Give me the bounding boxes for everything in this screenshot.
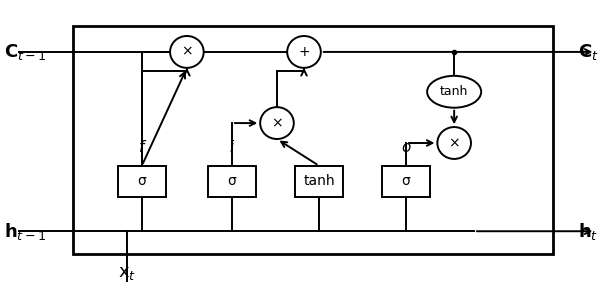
Text: f: f	[139, 140, 144, 155]
Bar	[118, 166, 166, 197]
Text: h$_{t-1}$: h$_{t-1}$	[4, 221, 46, 242]
Text: h$_t$: h$_t$	[578, 221, 598, 242]
Bar	[382, 166, 430, 197]
Text: ×: ×	[448, 136, 460, 150]
Text: o: o	[402, 140, 411, 155]
Text: x$_t$: x$_t$	[118, 265, 136, 283]
Ellipse shape	[427, 76, 481, 108]
Text: +: +	[298, 45, 310, 59]
Text: σ: σ	[228, 174, 237, 188]
Circle shape	[437, 127, 471, 159]
Text: ×: ×	[271, 116, 283, 130]
Circle shape	[287, 36, 321, 68]
Text: i: i	[230, 140, 234, 155]
Text: tanh: tanh	[440, 85, 468, 98]
Circle shape	[260, 107, 294, 139]
Bar	[295, 166, 343, 197]
Text: C$_t$: C$_t$	[577, 42, 598, 62]
Text: C$_{t-1}$: C$_{t-1}$	[4, 42, 46, 62]
Bar	[208, 166, 256, 197]
Text: σ: σ	[402, 174, 411, 188]
Text: tanh: tanh	[303, 174, 335, 188]
Text: σ: σ	[137, 174, 146, 188]
Bar	[73, 26, 553, 254]
Text: ×: ×	[181, 45, 193, 59]
Circle shape	[170, 36, 203, 68]
